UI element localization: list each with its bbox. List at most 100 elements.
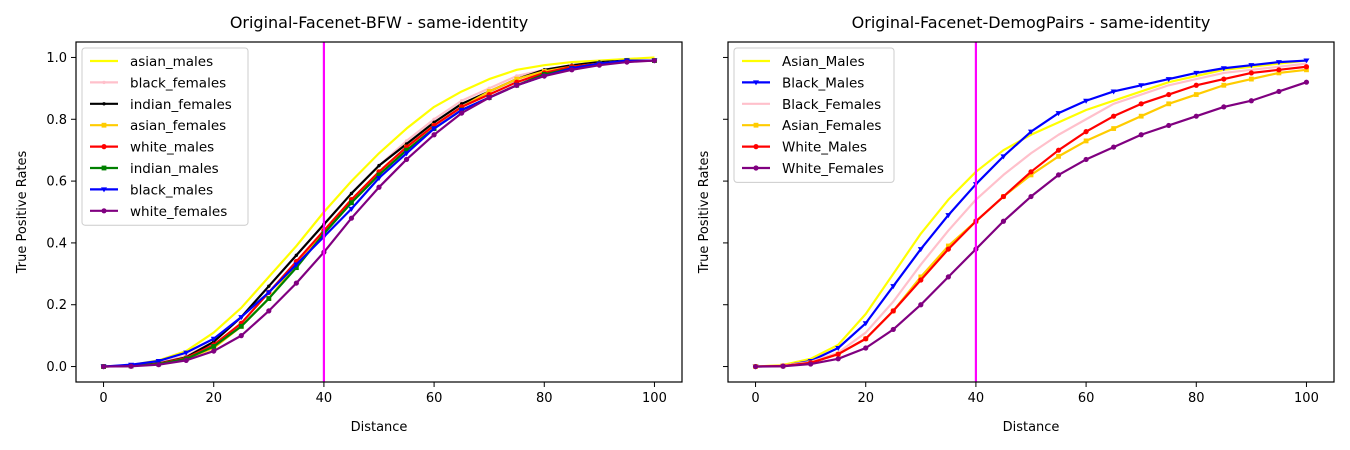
chart-right-y-axis-label: True Positive Rates [697,150,712,274]
chart-left-point-indian_females [267,284,271,288]
chart-right-point-White_Females [1138,132,1144,138]
chart-left-legend-entry: black_males [90,182,213,198]
chart-left-point-white_females [459,110,465,116]
chart-right-point-Black_Males [835,346,842,351]
chart-right-point-Asian_Females [1276,70,1282,76]
chart-left-y-tick-label: 0.8 [46,113,67,128]
chart-right: Original-Facenet-DemogPairs - same-ident… [697,13,1335,435]
chart-left-legend-marker-indian_females [102,102,106,106]
chart-left-y-tick-label: 1.0 [46,51,67,66]
chart-right-legend-marker-White_Females [753,165,759,171]
chart-right-x-tick-label: 80 [1188,391,1205,406]
chart-left-point-white_females [514,82,520,88]
chart-right-point-White_Males [1083,129,1089,135]
chart-right-series-Asian_Males [755,59,1307,368]
chart-left-legend-entry: asian_females [90,118,226,134]
chart-right-point-Black_Males [1165,77,1172,83]
chart-left-y-tick-label: 0.2 [46,298,67,313]
chart-right-point-White_Males [1111,113,1117,119]
chart-right-point-White_Females [1055,172,1062,178]
chart-right-point-White_Males [1000,193,1007,200]
chart-left-legend-label: black_males [130,182,213,198]
chart-right-point-Black_Males [1138,83,1145,89]
chart-right-point-White_Females [808,361,814,367]
chart-right-series-White_Females [752,79,1310,370]
chart-right-point-Asian_Females [1221,82,1227,88]
chart-right-point-Black_Males [1220,66,1227,72]
chart-right-x-axis-label: Distance [1003,420,1060,435]
chart-right-point-White_Females [918,302,924,308]
chart-right-legend-label: White_Males [782,140,867,156]
chart-right-point-Asian_Females [1193,92,1199,97]
chart-left-y-tick-label: 0.6 [46,175,67,190]
chart-right-point-Black_Males [890,284,897,290]
chart-right-x-tick-label: 100 [1294,391,1319,406]
chart-left-legend-label: white_females [130,204,227,220]
chart-left: Original-Facenet-BFW - same-identity 0 20… [15,13,683,435]
chart-right-axes-frame [727,41,1335,383]
chart-right-point-White_Males [1055,147,1062,153]
chart-right-legend-label: Asian_Females [782,118,881,134]
chart-left-y-axis-label: True Positive Rates [15,150,30,274]
chart-right-line-Asian_Males [755,59,1307,368]
chart-right-point-White_Females [780,363,786,369]
chart-right-point-White_Females [890,326,896,333]
chart-right-point-White_Females [1000,218,1007,224]
chart-right-plot-area: 0 20 40 60 80 100 Asian_Males Black_Males Black_… [723,41,1335,406]
chart-left-point-indian_males [211,344,217,349]
chart-right-legend-entry: White_Females [742,161,884,177]
chart-left-point-black_males [183,350,190,356]
chart-left-point-white_females [651,57,658,64]
chart-right-legend-entry: Black_Males [742,75,864,91]
chart-left-point-black_females [404,139,409,143]
chart-left-point-white_females [293,280,299,286]
chart-left-title: Original-Facenet-BFW - same-identity [230,13,528,32]
chart-right-legend-entry: Asian_Females [742,118,881,134]
chart-left-point-indian_males [376,172,382,178]
chart-left-point-indian_males [293,265,299,271]
chart-left-series-white_females [100,57,658,370]
chart-left-series-group [100,56,658,370]
chart-left-legend-marker-white_females [101,208,107,214]
chart-right-point-White_Females [1276,88,1282,95]
chart-right-point-White_Males [1138,101,1144,107]
chart-right-x-tick-label: 40 [968,391,985,406]
chart-right-legend-box [733,47,895,183]
chart-left-plot-area: 0 20 40 60 80 100 0.0 0.2 0.4 0.6 0.8 1.0 asian_male… [46,41,683,406]
chart-right-legend-entry: Black_Females [742,97,881,113]
chart-right-point-Black_Males [1275,60,1282,66]
chart-right-point-White_Females [1221,104,1227,110]
chart-left-point-indian_females [294,253,299,257]
chart-right-point-White_Males [945,246,951,252]
chart-left-point-indian_males [266,296,272,301]
chart-right-point-White_Males [1221,76,1227,82]
chart-left-legend-entry: indian_females [90,97,232,113]
chart-left-point-asian_females [514,76,520,82]
chart-left-x-tick-label: 100 [642,391,667,406]
chart-right-point-White_Males [1248,70,1254,76]
chart-left-x-axis-label: Distance [351,420,408,435]
chart-right-point-Black_Males [1110,89,1117,95]
chart-right-point-White_Males [1028,169,1034,175]
chart-right-point-White_Females [752,363,759,370]
chart-left-point-black_males [293,262,300,268]
chart-left-line-asian_males [103,56,655,368]
chart-left-legend-label: indian_males [130,161,219,177]
chart-left-point-black_males [403,151,410,157]
chart-right-legend-marker-Asian_Females [753,122,759,128]
chart-right-point-White_Females [1166,122,1172,129]
chart-right-series-Black_Females [755,62,1307,368]
chart-left-point-black_males [210,336,217,342]
chart-right-point-White_Males [863,336,869,342]
chart-left-point-white_females [624,59,630,65]
chart-left-point-black_females [459,99,464,103]
chart-right-point-White_Females [1248,98,1254,104]
chart-right-point-Black_Males [1055,111,1062,117]
chart-left-legend: asian_males black_females indian_femalesas… [81,47,249,226]
chart-left-legend-entry: white_females [90,204,227,220]
chart-right-point-Black_Males [917,247,924,253]
chart-left-legend-entry: asian_males [90,54,213,70]
chart-left-point-white_females [541,73,547,79]
chart-right-point-Asian_Females [1138,113,1144,119]
